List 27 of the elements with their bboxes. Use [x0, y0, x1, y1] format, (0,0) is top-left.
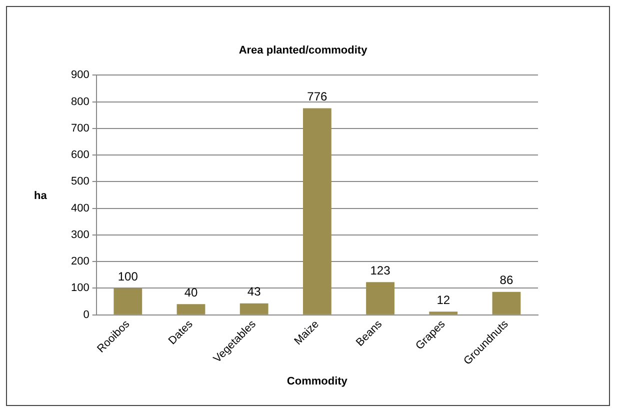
data-label: 123	[370, 263, 391, 278]
y-tick-label: 200	[70, 256, 90, 268]
data-label: 43	[247, 284, 262, 299]
bar	[176, 304, 206, 314]
bar	[302, 108, 332, 314]
y-tick-label: 700	[70, 122, 90, 134]
y-tick-label: 300	[70, 228, 90, 241]
y-tick-label: 0	[83, 308, 90, 321]
y-tick-label: 600	[70, 149, 90, 162]
data-label: 100	[118, 270, 138, 284]
y-tick-label: 800	[70, 96, 90, 108]
x-axis-title: Commodity	[286, 375, 348, 388]
y-tick-label: 400	[70, 202, 90, 214]
data-label: 86	[500, 273, 514, 288]
bar	[114, 288, 142, 314]
bar	[240, 303, 268, 314]
bar	[366, 282, 394, 314]
bar	[492, 292, 521, 314]
y-tick-label: 500	[70, 176, 90, 188]
y-tick-label: 100	[70, 282, 90, 294]
data-label: 40	[184, 285, 198, 300]
chart-title: Area planted/commodity	[238, 44, 368, 57]
y-tick-label: 900	[70, 69, 90, 82]
data-label: 12	[436, 292, 450, 307]
bar	[429, 312, 458, 314]
y-axis-title: ha	[34, 190, 48, 202]
data-label: 776	[307, 90, 328, 104]
